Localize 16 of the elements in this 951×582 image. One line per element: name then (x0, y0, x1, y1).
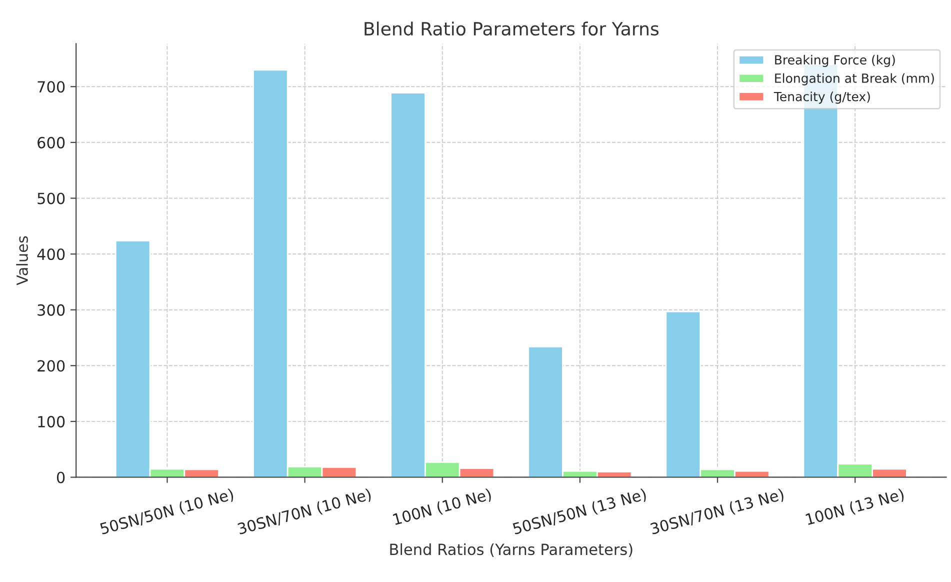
y-tick-label: 300 (38, 304, 65, 316)
y-tick-label: 500 (38, 192, 65, 204)
chart-title: Blend Ratio Parameters for Yarns (364, 22, 659, 36)
x-axis-title: Blend Ratios (Yarns Parameters) (390, 543, 632, 557)
y-tick-label: 400 (37, 248, 65, 260)
y-tick-label: 200 (38, 360, 65, 372)
x-tick-label: 100N (10 Ne) (392, 488, 492, 527)
y-tick-label: 0 (56, 472, 65, 484)
legend-label: Breaking Force (kg) (775, 54, 895, 67)
x-tick-label: 100N (13 Ne) (805, 488, 905, 527)
y-axis-title: Values (16, 236, 28, 286)
y-tick-label: 100 (38, 416, 65, 428)
y-tick-label: 700 (38, 81, 65, 93)
legend-label: Elongation at Break (mm) (775, 73, 934, 86)
legend-label: Tenacity (g/tex) (774, 92, 870, 104)
y-tick-label: 600 (38, 136, 65, 148)
